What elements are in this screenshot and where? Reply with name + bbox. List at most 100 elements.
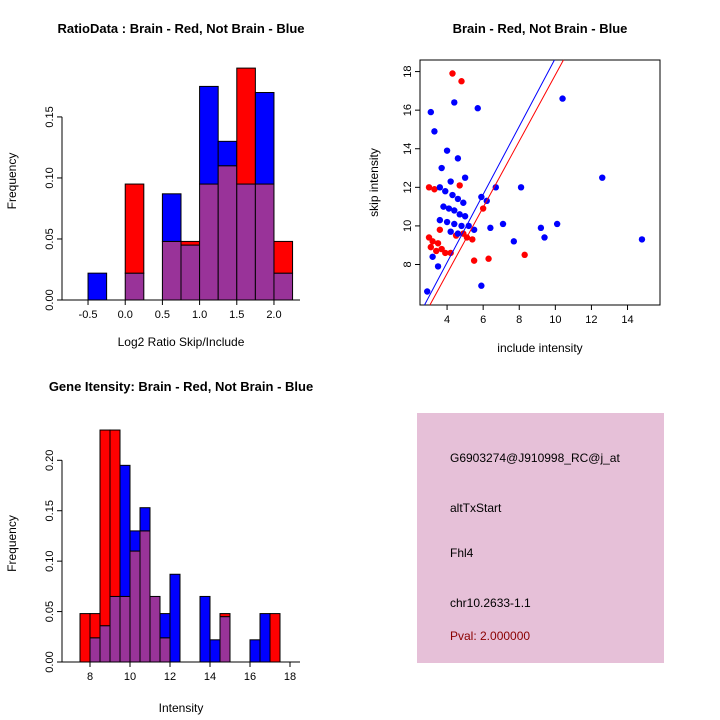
hist-bar — [159, 613, 171, 639]
fit-line — [424, 59, 555, 306]
x-tick-label: 1.5 — [229, 309, 244, 321]
scatter-point — [445, 205, 453, 212]
y-tick-label: 0.05 — [44, 601, 56, 622]
info-panel: G6903274@J910998_RC@j_at altTxStart Fhl4… — [360, 360, 720, 720]
chart-title: RatioData : Brain - Red, Not Brain - Blu… — [57, 21, 304, 36]
scatter-point — [447, 178, 454, 185]
x-tick-label: -0.5 — [79, 309, 98, 321]
y-axis-label: Frequency — [5, 515, 19, 572]
x-tick-label: 8 — [87, 671, 93, 683]
hist-bar-overlap — [199, 183, 219, 301]
scatter-point — [541, 234, 548, 241]
scatter-point — [470, 257, 478, 264]
x-tick-label: 2.0 — [266, 309, 281, 321]
info-box: G6903274@J910998_RC@j_at altTxStart Fhl4… — [417, 413, 664, 663]
hist-bar-overlap — [139, 530, 151, 663]
gene-name-text: Fhl4 — [450, 546, 474, 560]
scatter-point — [474, 105, 481, 112]
ratio-histogram-panel: RatioData : Brain - Red, Not Brain - Blu… — [5, 21, 305, 349]
hist-bar-overlap — [180, 244, 201, 301]
y-tick-label: 14 — [402, 143, 414, 155]
scatter-point — [492, 184, 499, 191]
y-tick-label: 0.00 — [44, 289, 56, 310]
scatter-point — [433, 247, 440, 255]
scatter-point — [470, 226, 478, 233]
hist-bar-overlap — [89, 637, 101, 663]
scatter-point — [451, 220, 458, 228]
hist-bar — [99, 429, 111, 627]
x-axis-label: Intensity — [159, 701, 204, 715]
scatter-point — [431, 128, 438, 135]
scatter-point — [537, 224, 545, 232]
scatter-point — [425, 184, 433, 191]
hist-bar — [89, 613, 101, 639]
scatter-point — [458, 78, 465, 85]
hist-bar-overlap — [161, 240, 182, 301]
scatter-point — [456, 182, 463, 189]
x-tick-label: 10 — [124, 671, 136, 683]
plot-box — [419, 59, 661, 306]
hist-bar-overlap — [217, 165, 238, 301]
hist-bar — [259, 613, 271, 663]
y-tick-label: 16 — [402, 104, 414, 116]
gene-histogram-panel: Gene Itensity: Brain - Red, Not Brain - … — [5, 379, 313, 715]
scatter-point — [443, 218, 451, 226]
hist-bar-overlap — [129, 550, 141, 663]
x-tick-label: 10 — [549, 314, 561, 326]
scatter-point — [451, 207, 458, 214]
scatter-point — [460, 199, 467, 206]
scatter-point — [442, 187, 449, 195]
scatter-point — [451, 99, 458, 106]
scatter-point — [454, 155, 462, 162]
hist-bar — [269, 613, 281, 663]
hist-bar — [180, 240, 201, 246]
scatter-point — [517, 184, 525, 191]
y-tick-label: 12 — [402, 181, 414, 193]
scatter-point — [638, 236, 646, 243]
scatter-point — [429, 238, 436, 245]
x-tick-label: 12 — [164, 671, 176, 683]
x-tick-label: 1.0 — [192, 309, 207, 321]
scatter-point — [469, 236, 476, 243]
scatter-point — [438, 164, 445, 172]
x-tick-label: 16 — [244, 671, 256, 683]
scatter-point — [454, 230, 462, 237]
hist-bar-overlap — [149, 595, 161, 663]
chart-title: Gene Itensity: Brain - Red, Not Brain - … — [49, 379, 313, 394]
scatter-point — [461, 213, 469, 220]
y-tick-label: 0.15 — [44, 106, 56, 127]
x-tick-label: 14 — [204, 671, 216, 683]
scatter-point — [499, 220, 507, 228]
hist-bar — [119, 464, 131, 597]
x-tick-label: 0.0 — [118, 309, 133, 321]
hist-bar — [217, 140, 238, 167]
x-tick-label: 0.5 — [155, 309, 170, 321]
y-tick-label: 0.15 — [44, 500, 56, 521]
hist-bar — [273, 240, 294, 274]
hist-bar-overlap — [99, 625, 111, 663]
scatter-point — [436, 184, 444, 191]
scatter-point — [427, 243, 435, 251]
hist-bar — [236, 67, 256, 185]
scatter-point — [449, 70, 456, 77]
hist-bar — [87, 272, 108, 301]
scatter-point — [449, 191, 456, 199]
y-tick-label: 0.05 — [44, 228, 56, 249]
hist-bar — [169, 573, 181, 663]
scatter-point — [461, 174, 469, 181]
hist-bar-overlap — [254, 183, 275, 301]
scatter-point — [456, 211, 463, 218]
hist-bar-overlap — [273, 272, 294, 301]
scatter-point — [436, 216, 444, 224]
hist-bar — [124, 183, 145, 274]
y-tick-label: 0.00 — [44, 651, 56, 672]
hist-bar — [199, 85, 219, 185]
scatter-point — [510, 238, 518, 245]
hist-bar-overlap — [124, 272, 145, 301]
scatter-point — [487, 224, 494, 232]
scatter-point — [521, 251, 528, 259]
scatter-point — [434, 240, 442, 247]
hist-bar — [139, 507, 151, 532]
x-tick-label: 4 — [444, 314, 450, 326]
